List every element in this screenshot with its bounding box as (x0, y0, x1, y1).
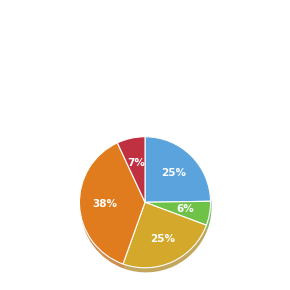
Text: y training and reform 1L curriculum.: y training and reform 1L curriculum. (9, 21, 148, 30)
Text: he proposed changes.: he proposed changes. (9, 73, 93, 82)
Text: 38%: 38% (92, 199, 117, 209)
Text: 6%: 6% (176, 204, 194, 214)
Wedge shape (146, 206, 211, 230)
Wedge shape (145, 201, 211, 225)
Text: 25%: 25% (161, 168, 186, 178)
Text: 25%: 25% (150, 234, 175, 244)
Text: t reforming mandatory HLS curriculum to ensure integration of marginali...: t reforming mandatory HLS curriculum to … (3, 1, 273, 7)
Wedge shape (80, 147, 146, 269)
Wedge shape (123, 202, 206, 268)
Wedge shape (124, 207, 207, 272)
Wedge shape (79, 143, 145, 264)
Text: iculum as is.: iculum as is. (9, 99, 57, 108)
Wedge shape (118, 141, 146, 207)
Text: 7%: 7% (127, 157, 145, 168)
Wedge shape (145, 137, 211, 202)
Wedge shape (117, 137, 145, 202)
Wedge shape (146, 141, 211, 207)
Text: adatory 1L course focused on racial justice issues.: adatory 1L course focused on racial just… (9, 47, 202, 56)
